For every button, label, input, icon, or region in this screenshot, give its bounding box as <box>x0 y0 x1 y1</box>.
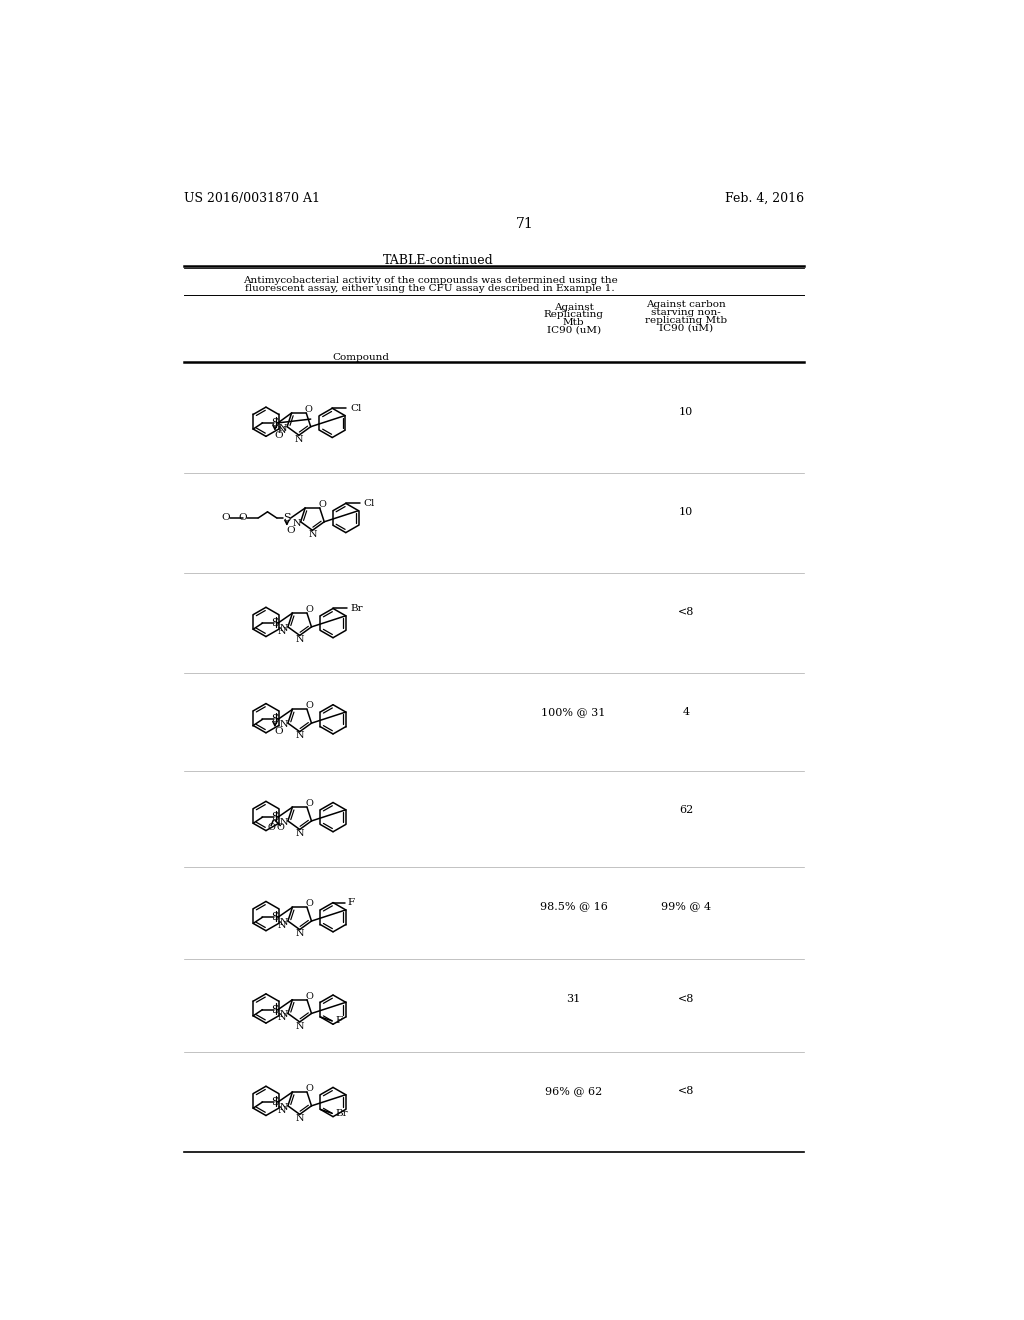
Text: Antimycobacterial activity of the compounds was determined using the: Antimycobacterial activity of the compou… <box>243 276 617 285</box>
Text: US 2016/0031870 A1: US 2016/0031870 A1 <box>183 191 319 205</box>
Text: S: S <box>271 714 279 725</box>
Text: O: O <box>305 1084 313 1093</box>
Text: N: N <box>280 719 288 729</box>
Text: S: S <box>271 418 279 428</box>
Text: 62: 62 <box>679 805 693 814</box>
Text: 31: 31 <box>566 994 581 1003</box>
Text: O: O <box>305 605 313 614</box>
Text: O: O <box>221 513 230 523</box>
Text: <8: <8 <box>678 1086 694 1096</box>
Text: O: O <box>305 899 313 908</box>
Text: 96% @ 62: 96% @ 62 <box>545 1086 602 1096</box>
Text: N: N <box>278 426 287 436</box>
Text: Cl: Cl <box>364 499 375 508</box>
Text: O: O <box>305 405 312 414</box>
Text: Mtb: Mtb <box>563 318 585 327</box>
Text: N: N <box>308 531 316 539</box>
Text: Cl: Cl <box>350 404 361 413</box>
Text: <8: <8 <box>678 607 694 616</box>
Text: N: N <box>295 436 303 444</box>
Text: 10: 10 <box>679 507 693 517</box>
Text: N: N <box>280 1010 288 1019</box>
Text: Compound: Compound <box>332 352 389 362</box>
Text: 100% @ 31: 100% @ 31 <box>542 708 606 717</box>
Text: N: N <box>278 921 287 929</box>
Text: S: S <box>271 912 279 923</box>
Text: N: N <box>296 1022 304 1031</box>
Text: Feb. 4, 2016: Feb. 4, 2016 <box>725 191 804 205</box>
Text: N: N <box>296 635 304 644</box>
Text: 4: 4 <box>682 708 689 717</box>
Text: IC90 (uM): IC90 (uM) <box>658 323 713 333</box>
Text: N: N <box>280 624 288 632</box>
Text: 99% @ 4: 99% @ 4 <box>660 902 711 911</box>
Text: O: O <box>239 513 247 523</box>
Text: N: N <box>296 1114 304 1123</box>
Text: O: O <box>305 799 313 808</box>
Text: N: N <box>280 917 288 927</box>
Text: N: N <box>279 424 288 433</box>
Text: O: O <box>274 727 283 737</box>
Text: Against carbon: Against carbon <box>646 300 726 309</box>
Text: S: S <box>271 618 279 628</box>
Text: O: O <box>274 430 283 440</box>
Text: Against: Against <box>554 302 594 312</box>
Text: F: F <box>335 1016 342 1026</box>
Text: Br: Br <box>335 1109 347 1118</box>
Text: IC90 (uM): IC90 (uM) <box>547 326 601 334</box>
Text: fluorescent assay, either using the CFU assay described in Example 1.: fluorescent assay, either using the CFU … <box>246 284 615 293</box>
Text: Replicating: Replicating <box>544 310 603 319</box>
Text: N: N <box>278 1106 287 1114</box>
Text: 71: 71 <box>516 216 534 231</box>
Text: <8: <8 <box>678 994 694 1003</box>
Text: N: N <box>278 627 287 636</box>
Text: starving non-: starving non- <box>651 308 721 317</box>
Text: O: O <box>287 525 295 535</box>
Text: O: O <box>267 824 275 833</box>
Text: N: N <box>296 829 304 838</box>
Text: TABLE-continued: TABLE-continued <box>383 253 494 267</box>
Text: N: N <box>278 1014 287 1022</box>
Text: O: O <box>305 701 313 710</box>
Text: O: O <box>305 991 313 1001</box>
Text: replicating Mtb: replicating Mtb <box>645 315 727 325</box>
Text: S: S <box>271 812 279 822</box>
Text: N: N <box>296 929 304 939</box>
Text: O: O <box>276 824 285 833</box>
Text: S: S <box>271 1097 279 1107</box>
Text: N: N <box>293 519 301 528</box>
Text: Br: Br <box>350 605 362 612</box>
Text: 98.5% @ 16: 98.5% @ 16 <box>540 902 607 911</box>
Text: N: N <box>296 731 304 741</box>
Text: N: N <box>280 818 288 826</box>
Text: N: N <box>280 1102 288 1111</box>
Text: O: O <box>318 500 327 510</box>
Text: S: S <box>283 513 291 523</box>
Text: F: F <box>348 898 355 907</box>
Text: 10: 10 <box>679 407 693 417</box>
Text: S: S <box>271 1005 279 1015</box>
